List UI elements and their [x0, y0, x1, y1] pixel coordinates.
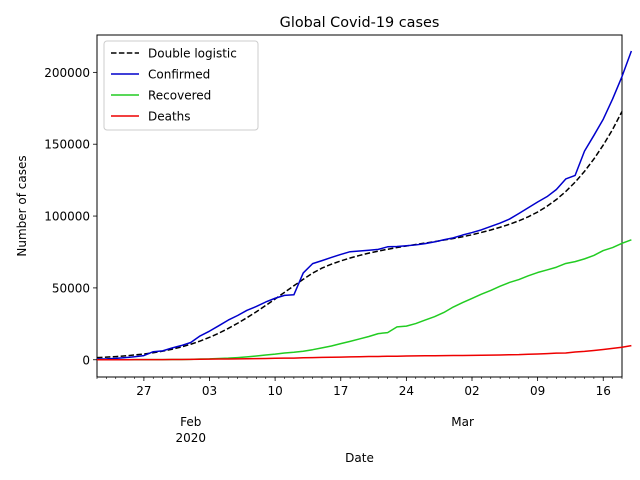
x-tick-label: 03	[202, 384, 217, 398]
legend: Double logistic Confirmed Recovered Deaths	[103, 40, 259, 131]
series-line-3	[97, 344, 632, 361]
y-tick-label: 50000	[52, 281, 90, 295]
legend-label-2: Recovered	[148, 89, 211, 103]
x-tick-label: 27	[136, 384, 151, 398]
y-axis: 0 50000 100000 150000 200000	[44, 66, 97, 367]
x-axis-label: Date	[345, 451, 374, 465]
plot-area: 27 03 10 17 24 02 09 16 Feb 2020 Mar 0 50000 100000 1…	[44, 34, 633, 445]
legend-label-1: Confirmed	[148, 68, 210, 82]
legend-label-3: Deaths	[148, 110, 191, 124]
series-line-1	[96, 50, 633, 360]
legend-box	[103, 40, 259, 131]
x-tick-label: 10	[267, 384, 282, 398]
series-line-2	[97, 239, 632, 361]
y-axis-label: Number of cases	[15, 155, 29, 256]
y-tick-label: 200000	[44, 66, 90, 80]
x-month-label: Feb	[180, 415, 201, 429]
y-tick-label: 100000	[44, 210, 90, 224]
x-tick-label: 09	[530, 384, 545, 398]
legend-label-0: Double logistic	[148, 47, 237, 61]
series-layer	[96, 50, 633, 361]
x-year-label: 2020	[175, 431, 206, 445]
y-tick-label: 0	[82, 353, 90, 367]
y-tick-label: 150000	[44, 138, 90, 152]
chart-title: Global Covid-19 cases	[280, 15, 440, 31]
x-tick-label: 16	[596, 384, 611, 398]
series-line-0	[96, 111, 623, 359]
x-tick-label: 24	[399, 384, 414, 398]
x-axis: 27 03 10 17 24 02 09 16 Feb 2020 Mar	[96, 377, 623, 445]
x-tick-label: 17	[333, 384, 348, 398]
x-month-label: Mar	[451, 415, 474, 429]
x-tick-label: 02	[464, 384, 479, 398]
